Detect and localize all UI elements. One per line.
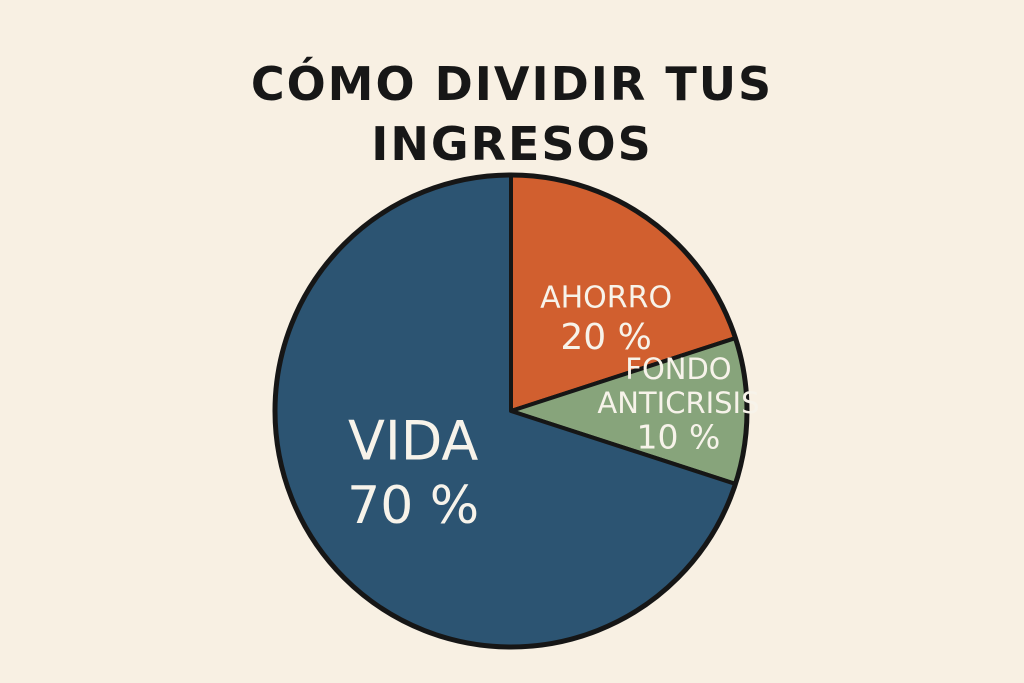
- slice-label-name: VIDA: [348, 410, 478, 473]
- slice-label-name: ANTICRISIS: [597, 386, 759, 420]
- chart-title-line-1: CÓMO DIVIDIR TUS: [250, 57, 774, 111]
- chart-title-line-2: INGRESOS: [371, 117, 653, 171]
- pie-outline: [272, 172, 750, 650]
- chart-title: CÓMO DIVIDIR TUS INGRESOS: [0, 54, 1024, 174]
- slice-label-name: FONDO: [625, 352, 731, 386]
- slice-label-value: 20 %: [560, 317, 651, 358]
- slice-label-value: 10 %: [637, 418, 721, 457]
- slice-label-value: 70 %: [347, 476, 479, 536]
- slice-label-name: AHORRO: [540, 281, 672, 316]
